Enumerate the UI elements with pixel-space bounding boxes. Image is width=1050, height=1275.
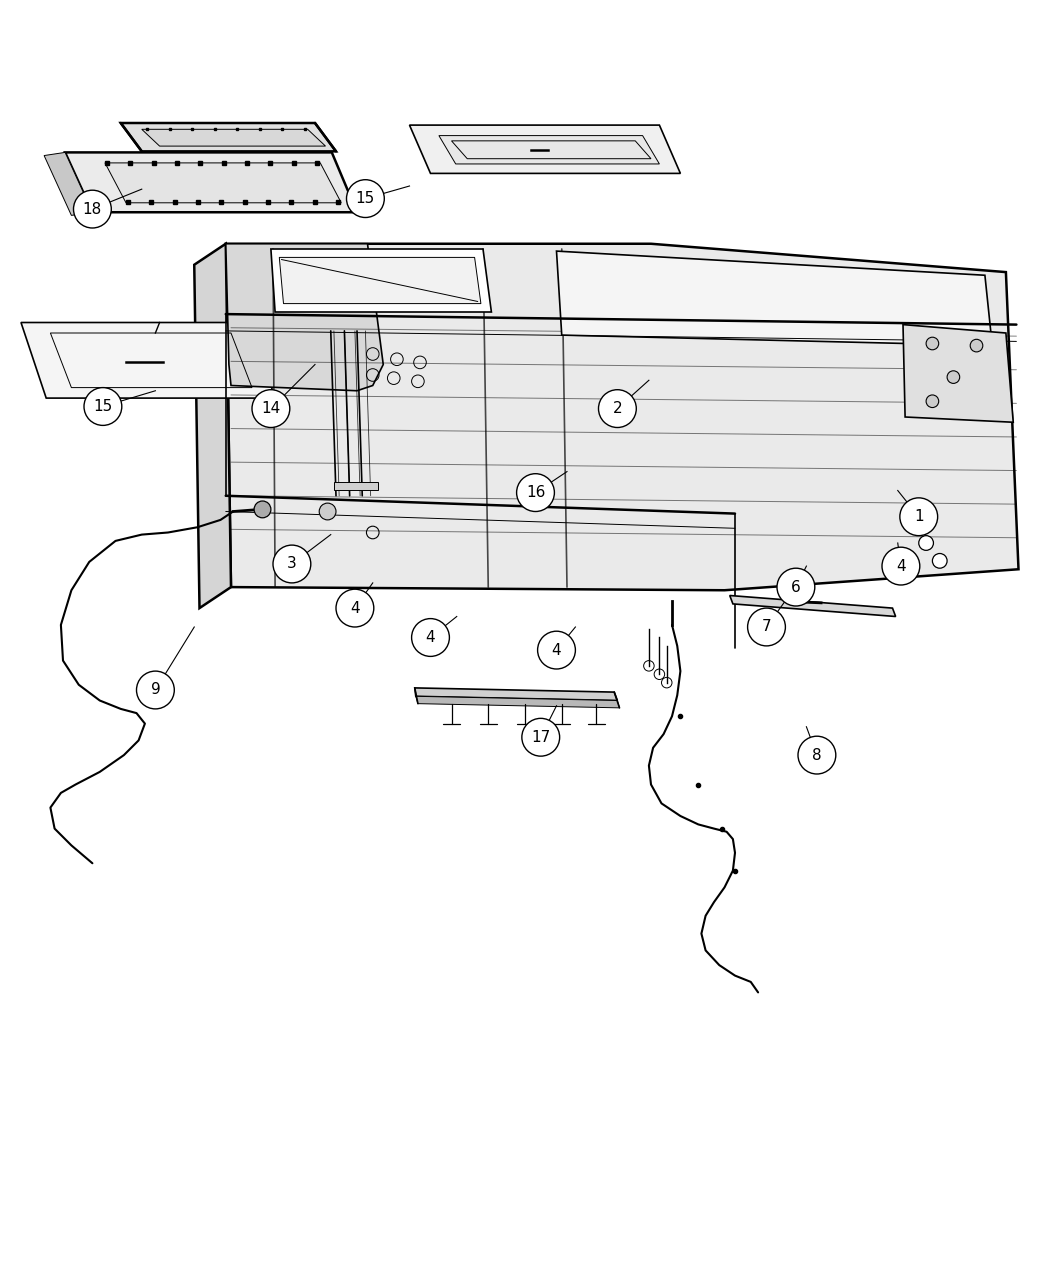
Circle shape bbox=[273, 546, 311, 583]
Text: 7: 7 bbox=[761, 620, 772, 635]
Text: 9: 9 bbox=[150, 682, 161, 697]
Text: 8: 8 bbox=[812, 747, 822, 762]
Circle shape bbox=[319, 504, 336, 520]
Polygon shape bbox=[416, 696, 620, 708]
Polygon shape bbox=[226, 244, 1018, 590]
Polygon shape bbox=[279, 258, 481, 303]
Text: 4: 4 bbox=[350, 601, 360, 616]
Circle shape bbox=[336, 589, 374, 627]
Polygon shape bbox=[44, 153, 92, 215]
Text: 4: 4 bbox=[896, 558, 906, 574]
Circle shape bbox=[777, 569, 815, 606]
Polygon shape bbox=[226, 244, 383, 390]
Polygon shape bbox=[415, 688, 617, 700]
Polygon shape bbox=[105, 163, 341, 203]
Text: 16: 16 bbox=[526, 484, 545, 500]
Polygon shape bbox=[194, 244, 231, 608]
Circle shape bbox=[84, 388, 122, 426]
Text: 14: 14 bbox=[261, 402, 280, 416]
Polygon shape bbox=[142, 129, 326, 147]
Circle shape bbox=[900, 497, 938, 536]
Text: 15: 15 bbox=[93, 399, 112, 414]
Circle shape bbox=[748, 608, 785, 646]
Circle shape bbox=[598, 390, 636, 427]
Circle shape bbox=[926, 395, 939, 408]
Polygon shape bbox=[65, 153, 357, 212]
Polygon shape bbox=[730, 595, 896, 617]
Text: 1: 1 bbox=[914, 509, 924, 524]
Polygon shape bbox=[121, 122, 336, 152]
Text: 17: 17 bbox=[531, 729, 550, 745]
Polygon shape bbox=[21, 323, 275, 398]
Circle shape bbox=[254, 501, 271, 518]
Polygon shape bbox=[410, 125, 680, 173]
Circle shape bbox=[970, 339, 983, 352]
Circle shape bbox=[882, 547, 920, 585]
Circle shape bbox=[136, 671, 174, 709]
Circle shape bbox=[522, 718, 560, 756]
Circle shape bbox=[947, 371, 960, 384]
Polygon shape bbox=[903, 325, 1013, 422]
Polygon shape bbox=[439, 135, 659, 164]
Text: 4: 4 bbox=[551, 643, 562, 658]
Circle shape bbox=[932, 553, 947, 569]
Polygon shape bbox=[271, 249, 491, 312]
Text: 3: 3 bbox=[287, 556, 297, 571]
Circle shape bbox=[412, 618, 449, 657]
Text: 2: 2 bbox=[612, 402, 623, 416]
Circle shape bbox=[346, 180, 384, 218]
Circle shape bbox=[252, 390, 290, 427]
Polygon shape bbox=[556, 251, 992, 346]
Circle shape bbox=[926, 337, 939, 349]
Polygon shape bbox=[334, 482, 378, 491]
Circle shape bbox=[919, 536, 933, 551]
Text: 6: 6 bbox=[791, 580, 801, 594]
Text: 18: 18 bbox=[83, 201, 102, 217]
Circle shape bbox=[798, 736, 836, 774]
Text: 15: 15 bbox=[356, 191, 375, 207]
Circle shape bbox=[517, 474, 554, 511]
Circle shape bbox=[538, 631, 575, 669]
Circle shape bbox=[74, 190, 111, 228]
Text: 4: 4 bbox=[425, 630, 436, 645]
